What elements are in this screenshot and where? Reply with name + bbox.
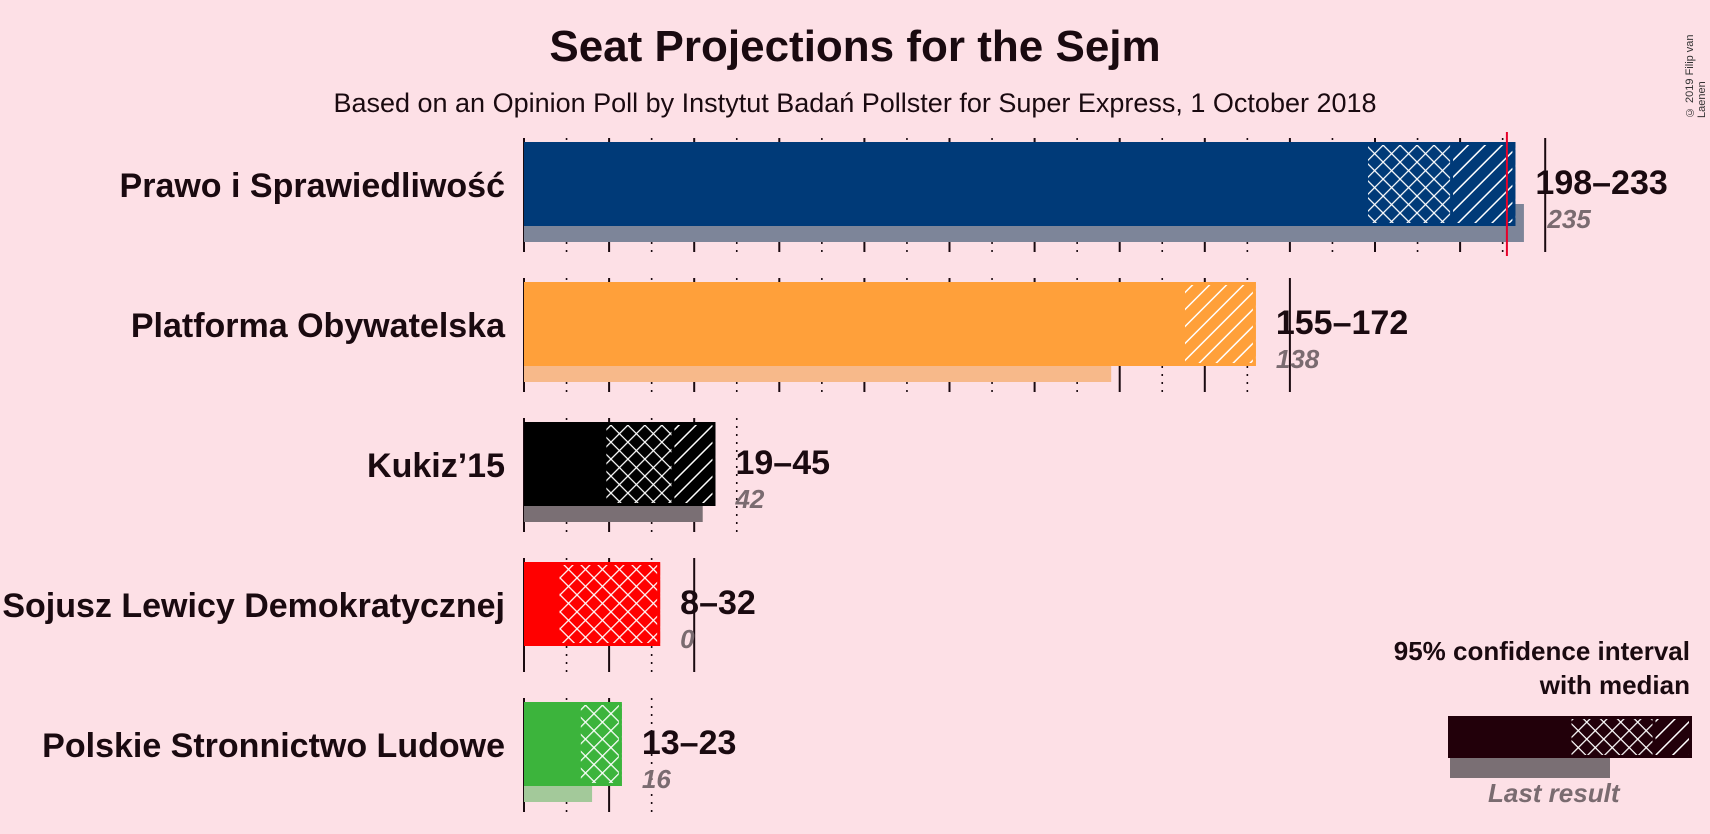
last-result-label: 138 (1276, 344, 1320, 374)
confidence-bar-solid (524, 422, 605, 506)
range-label: 13–23 (642, 724, 737, 762)
range-label: 155–172 (1276, 304, 1408, 342)
confidence-bar-upper-hatch (672, 422, 716, 506)
party-label: Prawo i Sprawiedliwość (120, 167, 505, 205)
party-label: Kukiz’15 (367, 447, 505, 485)
confidence-bar-solid (524, 562, 559, 646)
confidence-bar-solid (524, 702, 580, 786)
party-label: Platforma Obywatelska (131, 307, 506, 345)
range-label: 8–32 (680, 584, 756, 622)
confidence-interval-outline (556, 562, 661, 646)
legend-diag-hatch (1654, 716, 1692, 758)
legend-title-line2: with median (1539, 670, 1690, 700)
party-label: Polskie Stronnictwo Ludowe (42, 727, 505, 765)
confidence-bar-lower-hatch (579, 702, 622, 786)
confidence-bar-upper-hatch (1183, 282, 1256, 366)
legend-title-line1: 95% confidence interval (1393, 636, 1690, 666)
last-result-label: 0 (680, 624, 695, 654)
confidence-bar-lower-hatch (1366, 142, 1452, 226)
last-result-label: 42 (734, 484, 764, 514)
confidence-interval-outline (577, 702, 622, 786)
legend-last-result-label: Last result (1488, 778, 1620, 808)
confidence-interval-outline (603, 422, 716, 506)
last-result-label: 235 (1546, 204, 1591, 234)
range-label: 19–45 (735, 444, 830, 482)
legend (1448, 716, 1692, 778)
range-label: 198–233 (1535, 164, 1667, 202)
legend-interval-outline (1568, 716, 1692, 758)
confidence-interval-outline (1364, 142, 1516, 226)
legend-cross-hatch (1570, 716, 1654, 758)
legend-title: 95% confidence interval with median (1290, 634, 1690, 702)
confidence-bar-solid (524, 282, 1184, 366)
chart-subtitle: Based on an Opinion Poll by Instytut Bad… (333, 88, 1377, 118)
last-result-label: 16 (642, 764, 671, 794)
chart-title: Seat Projections for the Sejm (549, 22, 1161, 71)
confidence-bar-upper-hatch (1451, 142, 1516, 226)
confidence-bar-lower-hatch (558, 562, 661, 646)
legend-solid-bar (1448, 716, 1570, 758)
confidence-interval-outline (1182, 282, 1256, 366)
party-label: Sojusz Lewicy Demokratycznej (2, 587, 505, 625)
confidence-bar-solid (524, 142, 1367, 226)
confidence-bar-lower-hatch (604, 422, 673, 506)
